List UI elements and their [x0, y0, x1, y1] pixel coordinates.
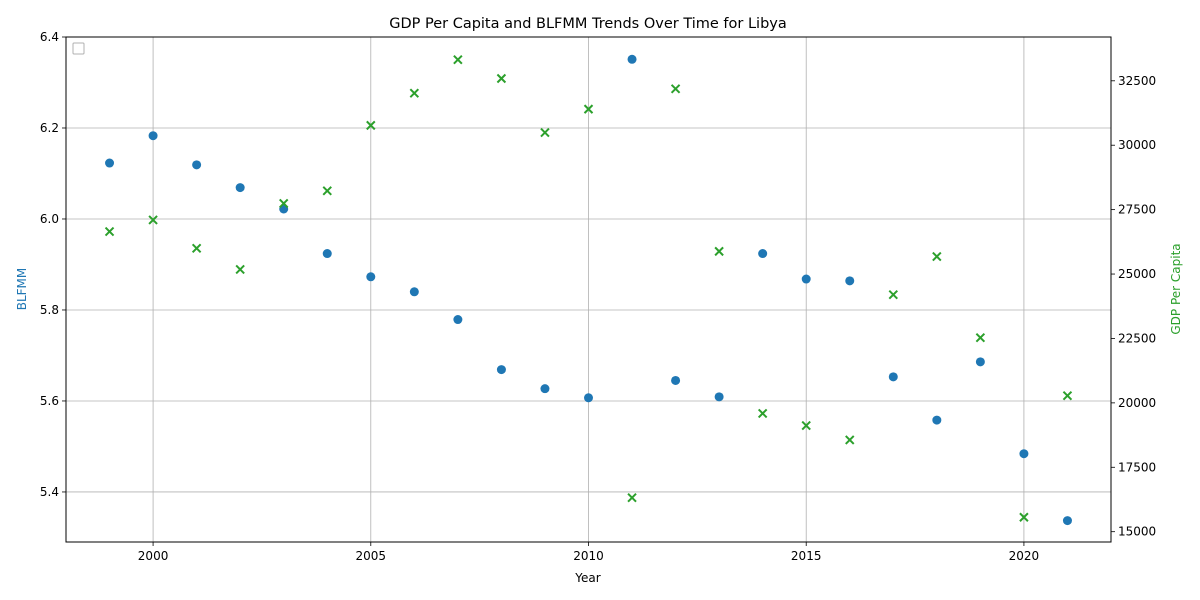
blfmm-point: [627, 54, 637, 64]
y-left-tick-label: 5.4: [40, 485, 59, 499]
y-right-tick-label: 30000: [1118, 138, 1156, 152]
gdp-point: [322, 186, 332, 196]
grid-layer: [66, 36, 1111, 542]
blfmm-point: [322, 249, 332, 259]
y-left-tick-label: 6.4: [40, 30, 59, 44]
blfmm-point: [366, 272, 376, 282]
legend-box: [72, 42, 85, 55]
gdp-point: [801, 420, 811, 431]
y-right-tick-label: 22500: [1118, 331, 1156, 345]
y-right-tick-label: 15000: [1118, 525, 1156, 539]
y-right-tick-label: 27500: [1118, 203, 1156, 217]
ticks-layer: 2000 2005 2010 2015 2020 5.4 5.6 5.8 6.0 6.2 6.4 15…: [40, 30, 1156, 563]
gdp-point: [714, 246, 724, 257]
gdp-point: [104, 226, 115, 237]
y-right-tick-label: 25000: [1118, 267, 1156, 281]
blfmm-point: [409, 287, 419, 297]
gdp-point: [670, 84, 681, 94]
blfmm-point: [888, 372, 898, 382]
gdp-point: [235, 264, 245, 275]
chart-title: GDP Per Capita and BLFMM Trends Over Tim…: [389, 16, 787, 32]
y-left-tick-label: 5.8: [40, 303, 59, 317]
y-right-tick-label: 32500: [1118, 74, 1156, 88]
blfmm-point: [148, 131, 158, 141]
gdp-point: [453, 54, 463, 65]
blfmm-point: [192, 160, 202, 170]
x-tick-label: 2010: [573, 549, 604, 563]
blfmm-point: [1019, 449, 1029, 459]
blfmm-point: [235, 183, 245, 193]
blfmm-point: [975, 357, 985, 367]
blfmm-point: [496, 365, 506, 375]
gdp-point: [975, 332, 986, 343]
y-right-axis-title: GDP Per Capita: [1169, 243, 1183, 334]
x-tick-label: 2000: [138, 549, 169, 563]
gdp-point: [627, 492, 637, 503]
y-left-tick-label: 6.2: [40, 121, 59, 135]
blfmm-point: [540, 384, 550, 394]
y-left-tick-label: 6.0: [40, 212, 59, 226]
blfmm-point: [932, 415, 942, 425]
blfmm-point: [845, 276, 855, 286]
gdp-point: [540, 127, 550, 138]
blfmm-point: [584, 393, 593, 403]
blfmm-point: [714, 392, 724, 402]
gdp-point: [148, 215, 158, 225]
y-left-tick-label: 5.6: [40, 394, 59, 408]
gdp-point: [1062, 390, 1073, 401]
gdp-point: [845, 435, 855, 445]
gdp-point: [932, 251, 942, 262]
gdp-point: [496, 73, 507, 84]
blfmm-point: [758, 249, 768, 259]
gdp-point: [191, 243, 202, 253]
blfmm-point: [453, 315, 463, 325]
y-right-tick-label: 17500: [1118, 460, 1156, 474]
x-tick-label: 2005: [356, 549, 387, 563]
x-tick-label: 2020: [1009, 549, 1040, 563]
blfmm-point: [671, 375, 681, 385]
gdp-point: [409, 88, 420, 98]
gdp-point: [1019, 512, 1029, 522]
gdp-point: [366, 120, 376, 131]
gdp-point: [757, 408, 768, 419]
gdp-point: [888, 289, 898, 300]
x-tick-label: 2015: [791, 549, 822, 563]
blfmm-point: [801, 274, 811, 284]
y-right-tick-label: 20000: [1118, 396, 1156, 410]
markers-layer: [104, 54, 1073, 526]
blfmm-point: [105, 158, 115, 168]
y-left-axis-title: BLFMM: [15, 268, 29, 311]
x-axis-title: Year: [574, 571, 600, 585]
gdp-point: [279, 198, 289, 209]
gdp-point: [583, 104, 594, 114]
blfmm-point: [1062, 516, 1072, 526]
